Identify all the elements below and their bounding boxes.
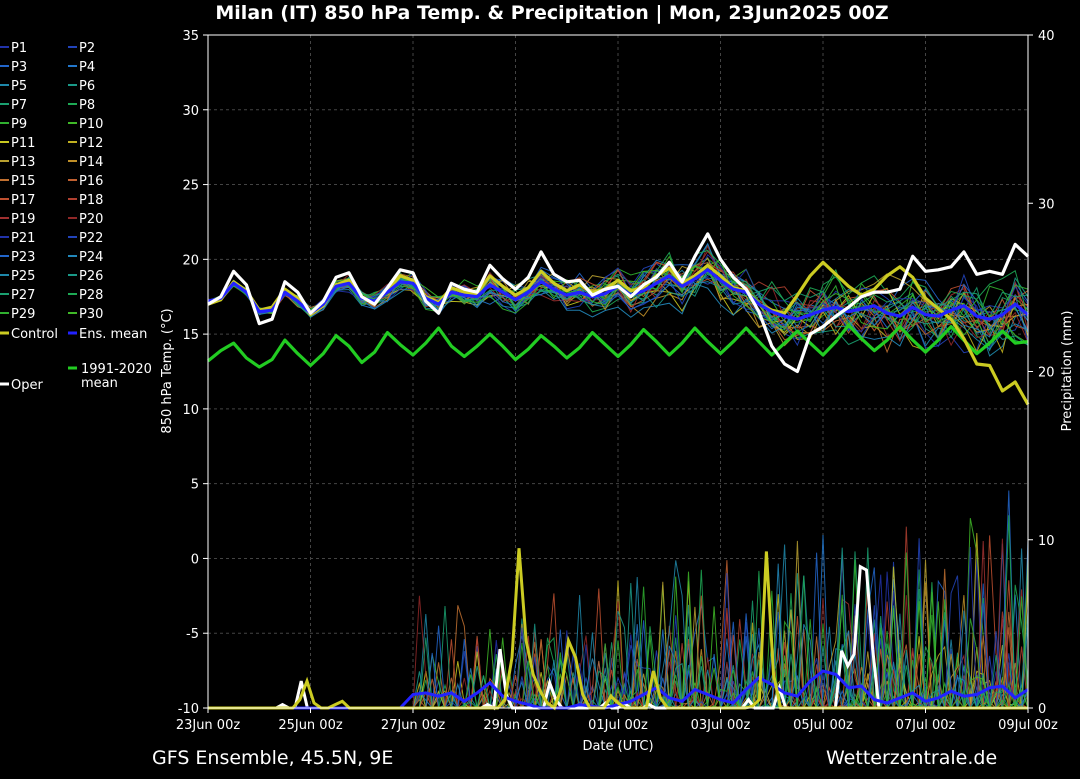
legend-label: P25 (11, 269, 35, 284)
y2-axis-label: Precipitation (mm) (1060, 311, 1075, 432)
y-tick-label: 25 (182, 179, 199, 194)
y-axis-left: 35 30 25 20 15 10 5 0 -5 -10 (178, 29, 208, 717)
footer-source: Wetterzentrale.de (826, 747, 997, 769)
legend-label: P20 (79, 212, 103, 227)
x-axis-label: Date (UTC) (582, 739, 653, 754)
legend-label: mean (81, 376, 118, 391)
x-tick-label: 03Jul 00z (691, 718, 751, 733)
x-tick-label: 01Jul 00z (588, 718, 648, 733)
legend-label: P10 (79, 117, 103, 132)
y2-tick-label: 20 (1038, 366, 1055, 381)
y2-tick-label: 0 (1038, 702, 1046, 717)
y-tick-label: 10 (182, 403, 199, 418)
legend-label: P26 (79, 269, 103, 284)
y-axis-right: 40 30 20 10 0 (1028, 29, 1055, 717)
legend-label: P18 (79, 193, 103, 208)
x-tick-label: 27Jun 00z (381, 718, 446, 733)
legend-label: P1 (11, 41, 27, 56)
legend-label: Control (11, 327, 58, 342)
chart-title: Milan (IT) 850 hPa Temp. & Precipitation… (215, 2, 888, 24)
y-tick-label: -10 (178, 702, 199, 717)
x-tick-label: 25Jun 00z (278, 718, 343, 733)
x-tick-label: 23Jun 00z (176, 718, 241, 733)
y-tick-label: 0 (191, 552, 199, 567)
legend-label: P30 (79, 307, 103, 322)
y-tick-label: 15 (182, 328, 199, 343)
legend-label: P7 (11, 98, 27, 113)
legend-label: P27 (11, 288, 35, 303)
y2-tick-label: 10 (1038, 534, 1055, 549)
y-axis-label: 850 hPa Temp. (°C) (160, 308, 175, 433)
legend-label: P16 (79, 174, 103, 189)
y-tick-label: 30 (182, 104, 199, 119)
legend-label: P23 (11, 250, 35, 265)
legend-label: P8 (79, 98, 95, 113)
legend-label: P24 (79, 250, 103, 265)
temp-line-1991-2020-mean (206, 323, 1029, 369)
y2-tick-label: 30 (1038, 197, 1055, 212)
y-tick-label: 35 (182, 29, 199, 44)
legend-label: P28 (79, 288, 103, 303)
y-tick-label: 20 (182, 253, 199, 268)
legend-label: P14 (79, 155, 103, 170)
legend-label: P6 (79, 79, 95, 94)
legend-label: Ens. mean (79, 327, 147, 342)
legend-label: P12 (79, 136, 103, 151)
legend-label: 1991-2020 (81, 362, 152, 377)
legend-label: P5 (11, 79, 27, 94)
legend-label: P21 (11, 231, 35, 246)
highlighted-series (206, 232, 1030, 406)
temp-line-oper (207, 232, 1030, 374)
footer-model: GFS Ensemble, 45.5N, 9E (152, 747, 393, 769)
legend-label: P4 (79, 60, 95, 75)
legend-label: P22 (79, 231, 103, 246)
legend-label: P11 (11, 136, 35, 151)
legend-label: P15 (11, 174, 35, 189)
x-tick-label: 07Jul 00z (896, 718, 956, 733)
ensemble-member-line (207, 279, 1029, 347)
temp-line-control (207, 260, 1030, 406)
legend-label: P13 (11, 155, 35, 170)
legend-label: P9 (11, 117, 27, 132)
ensemble-member-line (207, 262, 1029, 343)
x-tick-label: 05Jul 00z (793, 718, 853, 733)
legend-label: Oper (11, 378, 43, 393)
y2-tick-label: 40 (1038, 29, 1055, 44)
y-tick-label: 5 (191, 478, 199, 493)
legend-label: P17 (11, 193, 35, 208)
x-tick-label: 09Jul 00z (998, 718, 1058, 733)
legend-label: P19 (11, 212, 35, 227)
legend: P1 P2 P3 P4 P5 P6 P7 P8 P9 P10 P11 P12 P13 P14 P15 P16 P… (0, 41, 152, 393)
legend-label: P29 (11, 307, 35, 322)
legend-label: P3 (11, 60, 27, 75)
x-axis: 23Jun 00z 25Jun 00z 27Jun 00z 29Jun 00z 01Ju… (176, 708, 1058, 733)
legend-label: P2 (79, 41, 95, 56)
x-tick-label: 29Jun 00z (483, 718, 548, 733)
y-tick-label: -5 (186, 627, 199, 642)
